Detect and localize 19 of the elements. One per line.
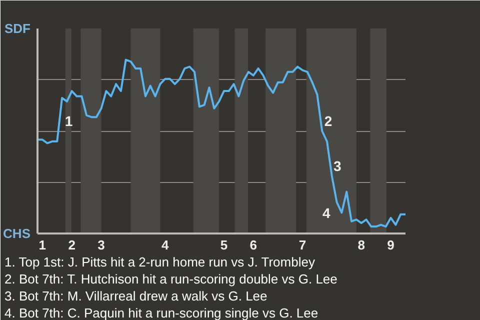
- text: SDF: [4, 21, 31, 36]
- x-tick-label: 1: [38, 238, 46, 252]
- x-tick-label: 9: [387, 238, 394, 252]
- x-tick-label: 6: [250, 238, 258, 252]
- x-tick-label: 5: [220, 238, 228, 252]
- annotation: 2: [324, 112, 332, 129]
- text: 1. Top 1st: J. Pitts hit a 2-run home run vs J. Trombley: [4, 254, 316, 270]
- x-tick-label: 3: [98, 238, 105, 252]
- x-tick-label: 8: [358, 238, 365, 252]
- annotation: 4: [322, 205, 330, 221]
- text: CHS: [3, 226, 31, 241]
- annotation: 3: [334, 158, 342, 174]
- text: 2. Bot 7th: T. Hutchison hit a run-scoring double vs G. Lee: [4, 272, 338, 286]
- x-tick-label: 4: [161, 238, 170, 252]
- annotation: 1: [64, 112, 73, 129]
- text: 3. Bot 7th: M. Villarreal drew a walk vs G. Lee: [4, 288, 268, 304]
- text: 4. Bot 7th: C. Paquin hit a run-scoring single vs G. Lee: [4, 306, 318, 320]
- x-tick-label: 7: [298, 238, 306, 252]
- x-tick-label: 2: [68, 238, 76, 252]
